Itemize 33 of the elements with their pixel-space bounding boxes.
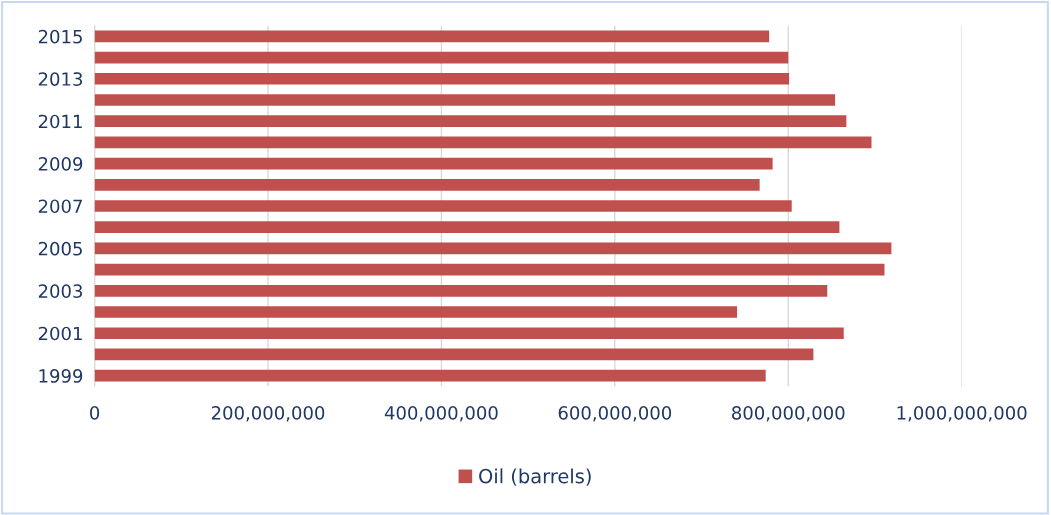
y-tick-label: 2013 — [38, 72, 83, 86]
y-tick-label: 2001 — [38, 326, 82, 341]
bar — [94, 30, 770, 43]
bar — [94, 200, 792, 212]
x-tick-label: 1,000,000,000 — [897, 406, 1027, 422]
x-tick-label: 800,000,000 — [732, 406, 845, 422]
bar — [94, 348, 814, 361]
y-tick-label: 2007 — [38, 199, 82, 214]
bar — [94, 242, 892, 255]
bar — [94, 178, 760, 191]
y-tick-label: 2015 — [38, 29, 82, 44]
legend-label: Oil (barrels) — [479, 468, 591, 486]
bar — [94, 263, 885, 276]
bar — [94, 306, 738, 318]
x-tick-label: 200,000,000 — [211, 406, 325, 422]
y-tick-label: 2005 — [38, 241, 82, 256]
bar — [94, 94, 836, 106]
bar — [94, 136, 872, 149]
x-tick-label: 0 — [90, 406, 100, 420]
x-tick-label: 400,000,000 — [384, 406, 498, 422]
bar — [94, 157, 773, 170]
y-tick-label: 2003 — [38, 284, 83, 298]
bar — [94, 221, 840, 234]
bar — [94, 369, 766, 382]
bar — [94, 115, 847, 128]
bar — [94, 284, 828, 297]
x-tick-label: 600,000,000 — [558, 406, 672, 422]
y-tick-label: 2011 — [38, 114, 82, 129]
bar — [94, 327, 844, 340]
bar — [94, 51, 789, 64]
bar — [94, 72, 790, 85]
y-tick-label: 1999 — [39, 369, 83, 383]
y-tick-label: 2009 — [38, 157, 83, 171]
